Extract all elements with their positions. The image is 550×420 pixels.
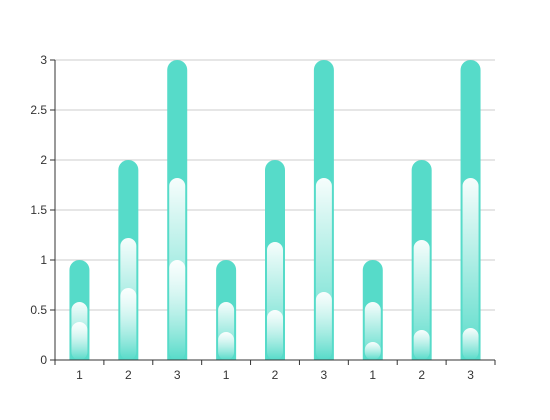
x-tick-label-8: 3 (467, 368, 474, 382)
x-tick-label-2: 3 (174, 368, 181, 382)
x-tick-label-5: 3 (321, 368, 328, 382)
y-tick-label-2: 1 (40, 253, 47, 267)
x-tick-label-0: 1 (76, 368, 83, 382)
bar-3-highlight-1 (218, 332, 235, 360)
bar-5-highlight-1 (315, 292, 332, 360)
x-tick-label-7: 2 (418, 368, 425, 382)
y-tick-label-3: 1.5 (30, 203, 47, 217)
y-tick-label-5: 2.5 (30, 103, 47, 117)
bar-8-highlight-1 (462, 328, 479, 360)
bar-8-highlight-0 (462, 178, 479, 360)
bar-7-highlight-0 (413, 240, 430, 360)
bar-6-highlight-1 (364, 342, 381, 360)
bar-4-highlight-1 (267, 310, 283, 360)
y-tick-label-0: 0 (40, 353, 47, 367)
x-tick-label-6: 1 (369, 368, 376, 382)
tick-labels: 0 0.5 1 1.5 2 2.5 3 1 2 3 1 2 3 1 2 3 (30, 53, 474, 382)
bar-7-highlight-1 (413, 330, 430, 360)
bar-0-highlight-1 (71, 322, 88, 360)
bar-1-highlight-1 (120, 288, 137, 360)
bars (69, 60, 481, 360)
x-tick-label-1: 2 (125, 368, 132, 382)
bar-2-highlight-1 (169, 260, 186, 360)
y-tick-label-6: 3 (40, 53, 47, 67)
axes (50, 59, 496, 365)
x-tick-label-3: 1 (223, 368, 230, 382)
y-tick-label-1: 0.5 (30, 303, 47, 317)
y-tick-label-4: 2 (40, 153, 47, 167)
x-tick-label-4: 2 (272, 368, 279, 382)
